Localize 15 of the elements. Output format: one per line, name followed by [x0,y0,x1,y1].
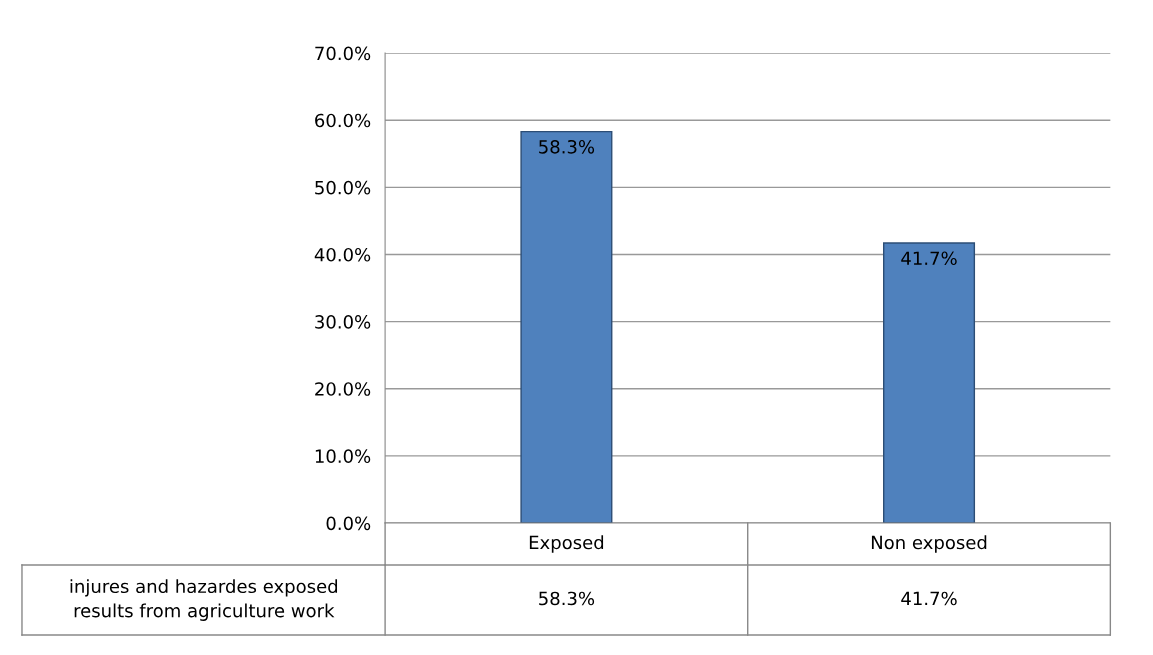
text: 41.7% [901,251,957,266]
y-tick-label: 0.0% [326,516,371,531]
text: 58.3% [539,139,595,154]
y-tick-label: 30.0% [315,315,371,329]
y-tick-label: 50.0% [315,180,371,195]
x-tick-label: Non exposed [871,535,987,553]
text: injures and hazardes exposed results from agriculture work [70,579,338,621]
y-tick-label: 40.0% [314,247,371,262]
y-tick-label: 70.0% [315,46,371,61]
y-tick-label: 10.0% [315,449,371,463]
data-label: 41.7% [901,591,957,606]
y-tick-label: 60.0% [315,113,371,128]
data-label: 58.3% [539,591,595,606]
x-tick-label: Exposed [529,535,604,553]
y-tick-label: 20.0% [315,382,371,396]
